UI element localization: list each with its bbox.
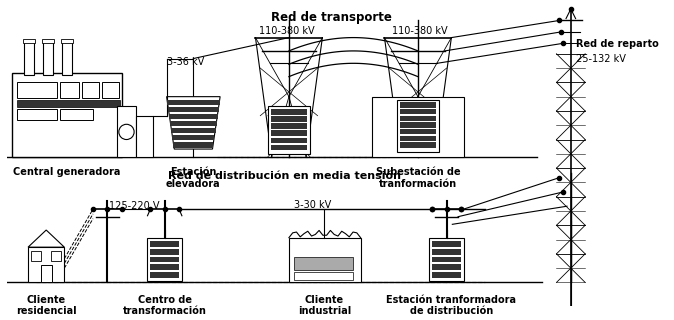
Text: Subestación de
tranformación: Subestación de tranformación xyxy=(375,167,460,189)
Text: 25-132 kV: 25-132 kV xyxy=(576,54,625,64)
Bar xyxy=(31,251,41,261)
Text: Estación
elevadora: Estación elevadora xyxy=(166,167,220,189)
Bar xyxy=(432,257,461,262)
Polygon shape xyxy=(28,230,64,247)
Bar xyxy=(170,121,216,126)
Circle shape xyxy=(119,124,134,140)
Bar xyxy=(59,109,93,120)
Polygon shape xyxy=(166,97,220,149)
Bar xyxy=(41,265,52,283)
Text: 3-30 kV: 3-30 kV xyxy=(294,200,332,210)
Bar xyxy=(271,138,307,143)
Bar xyxy=(432,264,461,270)
Bar xyxy=(173,135,214,140)
Bar xyxy=(171,128,216,133)
Bar xyxy=(102,82,119,98)
Bar xyxy=(271,131,307,136)
Bar xyxy=(12,73,122,157)
Bar xyxy=(42,39,54,43)
Bar xyxy=(271,123,307,129)
Text: Estación tranformadora
de distribución: Estación tranformadora de distribución xyxy=(386,295,516,316)
Text: 3-36 kV: 3-36 kV xyxy=(166,57,204,67)
Bar xyxy=(400,136,436,141)
Bar xyxy=(24,41,34,75)
Text: Cliente
residencial: Cliente residencial xyxy=(16,295,77,316)
Bar xyxy=(28,247,64,283)
Bar xyxy=(117,106,136,157)
Bar xyxy=(150,272,179,278)
Bar xyxy=(400,122,436,128)
Bar xyxy=(294,257,353,270)
Bar xyxy=(169,114,218,119)
Bar xyxy=(271,145,307,150)
Bar xyxy=(168,107,218,112)
Text: Red de distribución en media tensión: Red de distribución en media tensión xyxy=(168,171,400,181)
Bar xyxy=(136,116,153,157)
Bar xyxy=(271,109,307,115)
Bar xyxy=(400,129,436,134)
Bar xyxy=(24,39,35,43)
Bar xyxy=(397,100,439,152)
Bar xyxy=(289,238,361,283)
Text: 110-380 kV: 110-380 kV xyxy=(259,26,315,36)
Bar xyxy=(43,41,53,75)
Bar xyxy=(17,109,57,120)
Text: Centro de
transformación: Centro de transformación xyxy=(123,295,207,316)
Bar xyxy=(400,102,436,108)
Bar xyxy=(150,257,179,262)
Text: Central generadora: Central generadora xyxy=(13,167,120,177)
Bar xyxy=(82,82,99,98)
Bar xyxy=(148,238,182,281)
Bar xyxy=(150,242,179,247)
Bar xyxy=(432,249,461,255)
Text: Red de transporte: Red de transporte xyxy=(272,11,392,24)
Bar xyxy=(59,82,79,98)
Bar xyxy=(372,97,464,157)
Text: Cliente
industrial: Cliente industrial xyxy=(298,295,351,316)
Bar xyxy=(429,238,464,281)
Bar xyxy=(432,272,461,278)
Bar xyxy=(294,272,353,280)
Bar xyxy=(17,100,120,107)
Text: 110-380 kV: 110-380 kV xyxy=(392,26,448,36)
Bar xyxy=(150,249,179,255)
Text: Red de reparto: Red de reparto xyxy=(576,39,658,50)
Text: 125-220 V: 125-220 V xyxy=(109,202,160,212)
Bar xyxy=(400,109,436,114)
Bar xyxy=(17,82,57,98)
Bar xyxy=(271,116,307,122)
Bar xyxy=(51,251,61,261)
Bar xyxy=(167,100,220,105)
Bar xyxy=(173,142,214,148)
Bar xyxy=(63,41,72,75)
Bar xyxy=(400,142,436,148)
Bar xyxy=(268,106,310,154)
Bar xyxy=(61,39,73,43)
Bar xyxy=(400,116,436,121)
Bar xyxy=(150,264,179,270)
Bar xyxy=(432,242,461,247)
